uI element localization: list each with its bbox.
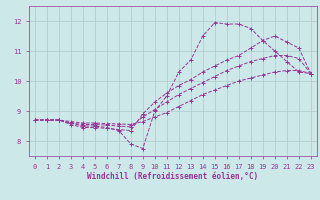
X-axis label: Windchill (Refroidissement éolien,°C): Windchill (Refroidissement éolien,°C) xyxy=(87,172,258,181)
